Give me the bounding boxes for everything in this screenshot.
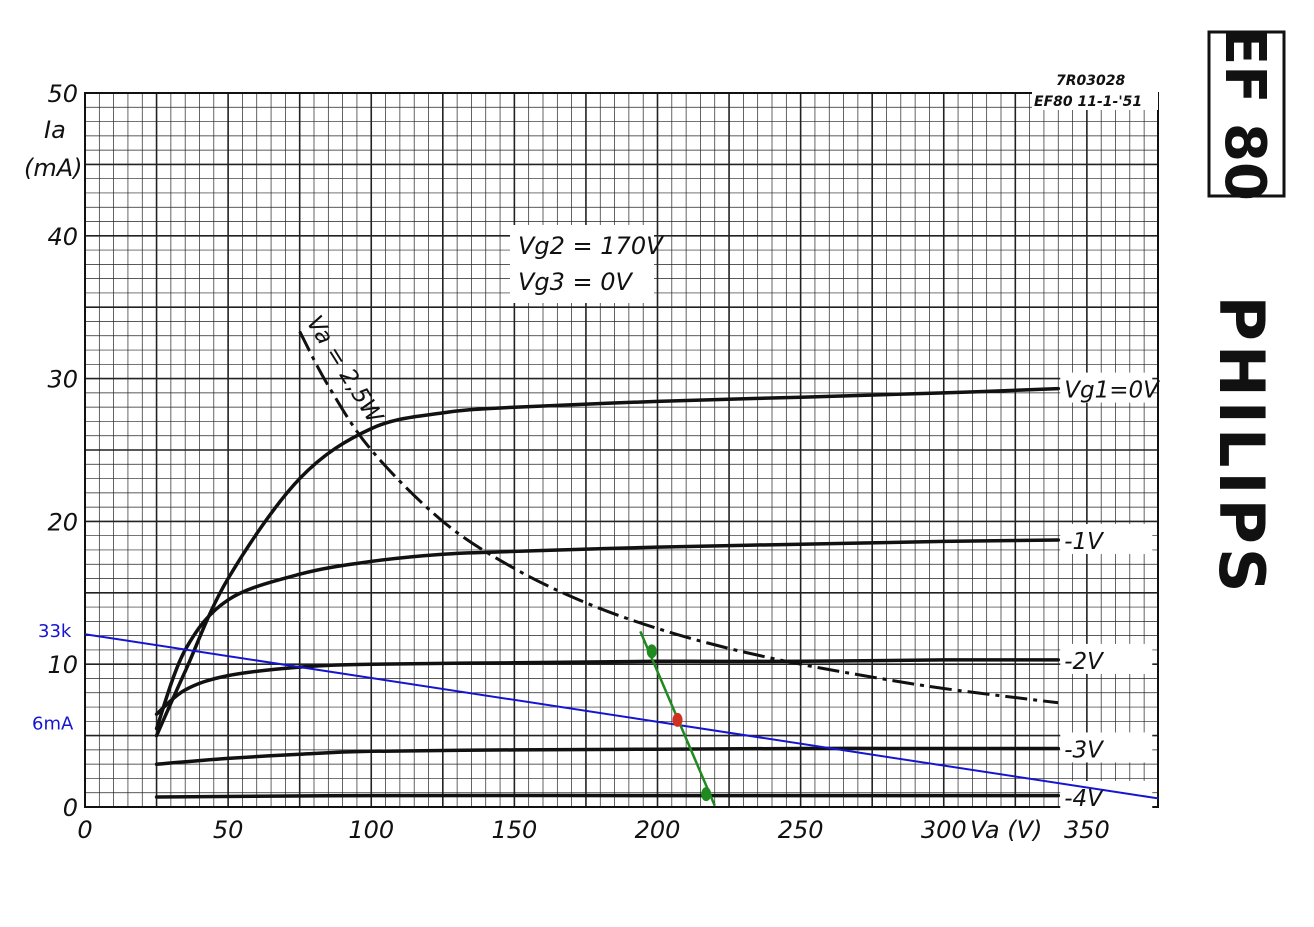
- x-axis-title: Va (V): [970, 816, 1042, 844]
- series-line: [154, 658, 1061, 716]
- x-tick-label: 200: [635, 816, 681, 844]
- y-axis-title-symbol: Ia: [44, 116, 66, 144]
- tube-name: EF 80: [1212, 27, 1277, 201]
- series-line: [154, 538, 1061, 731]
- y-tick-label: 50: [47, 80, 78, 108]
- x-tick-label: 150: [491, 816, 537, 844]
- series-layer: Vg1=0V -1V -2V -3V -4V: [154, 372, 1161, 812]
- series-vg1-3v: -3V: [154, 732, 1153, 766]
- plot-frame: [84, 92, 1159, 808]
- series-label: Vg1=0V: [1064, 378, 1161, 404]
- x-tick-label: 50: [213, 816, 244, 844]
- conditions-box: [510, 225, 654, 303]
- annotation-layer: 33k 6mA: [32, 621, 1159, 807]
- operating-point: [672, 712, 683, 727]
- ref-box: [1032, 70, 1158, 110]
- doc-ref: 7R03028: [1056, 73, 1125, 89]
- x-tick-label: 300: [921, 816, 967, 844]
- x-tick-label: 350: [1064, 816, 1110, 844]
- series-vg1-0v: Vg1=0V: [154, 372, 1161, 738]
- major-grid: [84, 92, 1158, 808]
- series-vg1-1v: -1V: [154, 523, 1153, 731]
- x-tick-label: 100: [348, 816, 394, 844]
- y-tick-label: 20: [47, 508, 78, 536]
- series-label: -4V: [1064, 786, 1105, 812]
- series-label: -3V: [1064, 737, 1105, 763]
- y-tick-label: 0: [63, 794, 78, 822]
- green-point: [646, 644, 657, 659]
- y-tick-label: 40: [47, 223, 78, 251]
- series-line: [154, 746, 1061, 766]
- load-line: [84, 633, 1159, 800]
- brand-logo: PHILIPS: [1205, 295, 1278, 596]
- y-axis-title-unit: (mA): [24, 154, 83, 182]
- y-tick-labels: 0 10 20 30 40 50: [47, 80, 78, 822]
- x-axis-title-bg: [968, 812, 1038, 846]
- x-tick-label: 0: [77, 816, 92, 844]
- series-label-bg: [1060, 643, 1153, 674]
- series-label: -2V: [1064, 649, 1105, 675]
- series-vg1-2v: -2V: [154, 643, 1153, 716]
- load-line-label: 33k: [38, 621, 72, 642]
- series-line: [154, 793, 1061, 799]
- x-tick-labels: 0 50 100 150 200 250 300 350: [77, 816, 1109, 844]
- series-label-bg: [1060, 523, 1153, 554]
- series-label-bg: [1060, 372, 1153, 403]
- x-tick-label: 250: [778, 816, 824, 844]
- series-label: -1V: [1064, 529, 1105, 555]
- tube-name-box: [1207, 30, 1286, 198]
- series-label-bg: [1060, 732, 1153, 763]
- condition-vg2: Vg2 = 170V: [518, 232, 664, 260]
- y-tick-label: 10: [47, 651, 78, 679]
- condition-vg3: Vg3 = 0V: [518, 268, 634, 296]
- series-line: [154, 386, 1061, 738]
- y-tick-label: 30: [47, 366, 78, 394]
- green-point: [701, 787, 712, 802]
- doc-date: EF80 11-1-'51: [1034, 94, 1142, 110]
- bias-current-label: 6mA: [32, 713, 74, 734]
